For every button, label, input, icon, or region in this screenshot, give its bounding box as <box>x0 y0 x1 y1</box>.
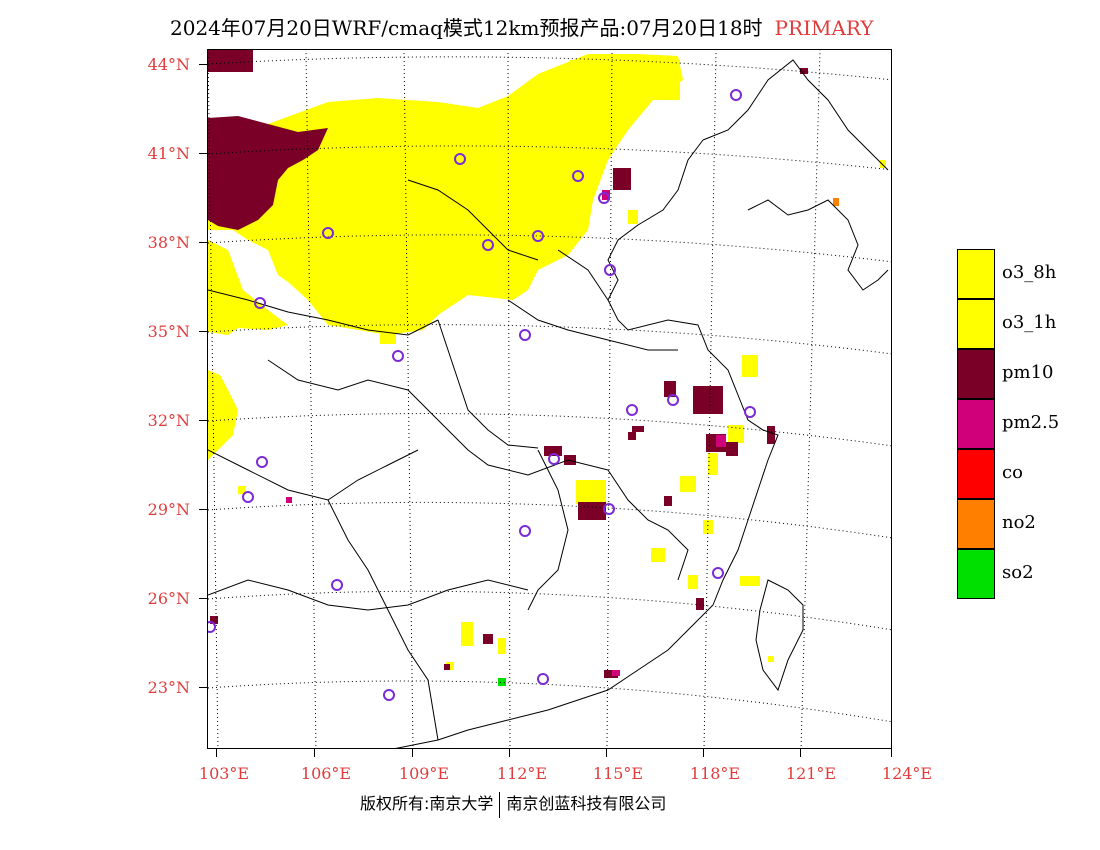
lat-tick <box>199 64 207 65</box>
lat-label-26: 26°N <box>147 589 190 608</box>
lon-tick <box>314 749 315 757</box>
lat-tick <box>199 598 207 599</box>
lon-label-106: 106°E <box>300 764 352 783</box>
lon-tick <box>412 749 413 757</box>
lat-label-41: 41°N <box>147 144 190 163</box>
lat-tick <box>199 509 207 510</box>
legend-swatch-o3-1h <box>957 299 995 349</box>
map-svg <box>208 50 891 748</box>
lon-tick <box>891 749 892 757</box>
lon-tick <box>800 749 801 757</box>
lat-label-29: 29°N <box>147 500 190 519</box>
lon-label-115: 115°E <box>592 764 644 783</box>
legend-label-o3-1h: o3_1h <box>1002 312 1057 333</box>
lon-tick <box>509 749 510 757</box>
province-borders <box>208 59 889 748</box>
legend-swatch-no2 <box>957 499 995 549</box>
lat-label-35: 35°N <box>147 322 190 341</box>
lon-label-112: 112°E <box>496 764 548 783</box>
legend-label-o3-8h: o3_8h <box>1002 262 1057 283</box>
station-markers <box>208 89 756 701</box>
so2-spot <box>498 678 506 686</box>
lon-tick <box>216 749 217 757</box>
lat-label-32: 32°N <box>147 411 190 430</box>
lat-tick <box>199 153 207 154</box>
pm25-exceedance-spots <box>286 190 726 676</box>
lat-label-44: 44°N <box>147 55 190 74</box>
map-title: 2024年07月20日WRF/cmaq模式12km预报产品:07月20日18时 P… <box>170 12 874 41</box>
lon-label-109: 109°E <box>398 764 450 783</box>
lat-label-38: 38°N <box>147 233 190 252</box>
legend-label-no2: no2 <box>1002 512 1036 533</box>
legend-label-pm25: pm2.5 <box>1002 412 1060 433</box>
lon-label-121: 121°E <box>785 764 837 783</box>
legend-swatch-o3-8h <box>957 249 995 299</box>
lat-tick <box>199 420 207 421</box>
lat-label-23: 23°N <box>147 678 190 697</box>
legend-swatch-pm25 <box>957 399 995 449</box>
title-main: 2024年07月20日WRF/cmaq模式12km预报产品:07月20日18时 <box>170 16 763 40</box>
lon-label-118: 118°E <box>689 764 741 783</box>
no2-spot <box>833 198 839 206</box>
legend-swatch-so2 <box>957 549 995 599</box>
legend-label-pm10: pm10 <box>1002 362 1054 383</box>
lon-tick <box>606 749 607 757</box>
lon-tick <box>703 749 704 757</box>
legend-label-so2: so2 <box>1002 562 1034 583</box>
copyright-footer: 版权所有:南京大学 南京创蓝科技有限公司 <box>360 790 666 818</box>
title-primary-tag: PRIMARY <box>774 16 874 40</box>
footer-divider <box>499 791 501 818</box>
copyright-right: 南京创蓝科技有限公司 <box>506 794 667 813</box>
lon-label-103: 103°E <box>198 764 250 783</box>
lat-tick <box>199 687 207 688</box>
lon-label-124: 124°E <box>881 764 933 783</box>
lat-tick <box>199 331 207 332</box>
pm10-exceedance-regions <box>208 50 808 678</box>
legend-label-co: co <box>1002 462 1023 483</box>
copyright-left: 版权所有:南京大学 <box>360 794 494 813</box>
lat-tick <box>199 242 207 243</box>
legend-swatch-co <box>957 449 995 499</box>
graticule <box>208 50 891 748</box>
map-panel[interactable] <box>207 49 892 749</box>
legend-swatch-pm10 <box>957 349 995 399</box>
